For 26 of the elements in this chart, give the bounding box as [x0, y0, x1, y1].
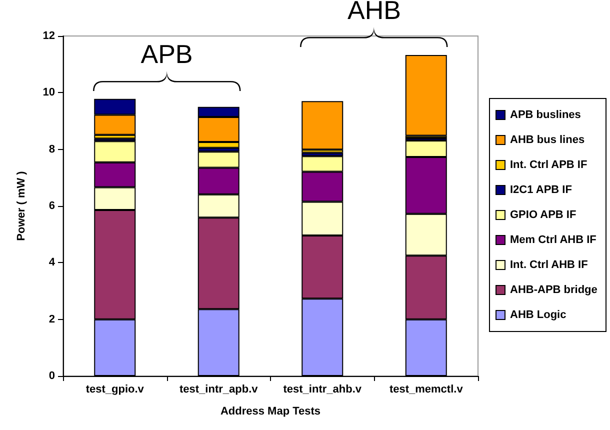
y-tick-label: 0	[48, 370, 55, 382]
bar	[405, 54, 447, 136]
y-tick-label: 6	[48, 200, 55, 212]
y-tick-label: 10	[42, 86, 55, 99]
legend-label: GPIO APB IF	[510, 209, 576, 221]
y-axis-title: Power ( mW )	[16, 170, 28, 241]
legend-label: AHB bus lines	[510, 134, 585, 146]
x-axis-title: Address Map Tests	[220, 406, 321, 418]
x-tick-label: test_gpio.v	[86, 384, 145, 396]
legend-label: AHB-APB bridge	[510, 284, 598, 296]
y-tick-label: 8	[48, 143, 55, 156]
legend-label: APB buslines	[510, 109, 581, 121]
x-tick-label: test_intr_apb.v	[180, 384, 259, 396]
x-tick-label: test_memctl.v	[389, 384, 464, 396]
legend-label: Int. Ctrl AHB IF	[510, 259, 588, 271]
legend-label: Int. Ctrl APB IF	[510, 159, 588, 171]
annotation: APB	[140, 38, 193, 69]
text: AHB	[348, 0, 401, 25]
y-tick-label: 2	[48, 313, 55, 326]
legend-label: Mem Ctrl AHB IF	[510, 234, 597, 246]
bar	[302, 101, 344, 150]
legend-label: AHB Logic	[510, 309, 566, 321]
y-tick-label: 12	[42, 30, 55, 42]
x-tick-label: test_intr_ahb.v	[283, 384, 362, 396]
legend-label: I2C1 APB IF	[510, 184, 572, 196]
y-tick-label: 4	[48, 256, 56, 269]
